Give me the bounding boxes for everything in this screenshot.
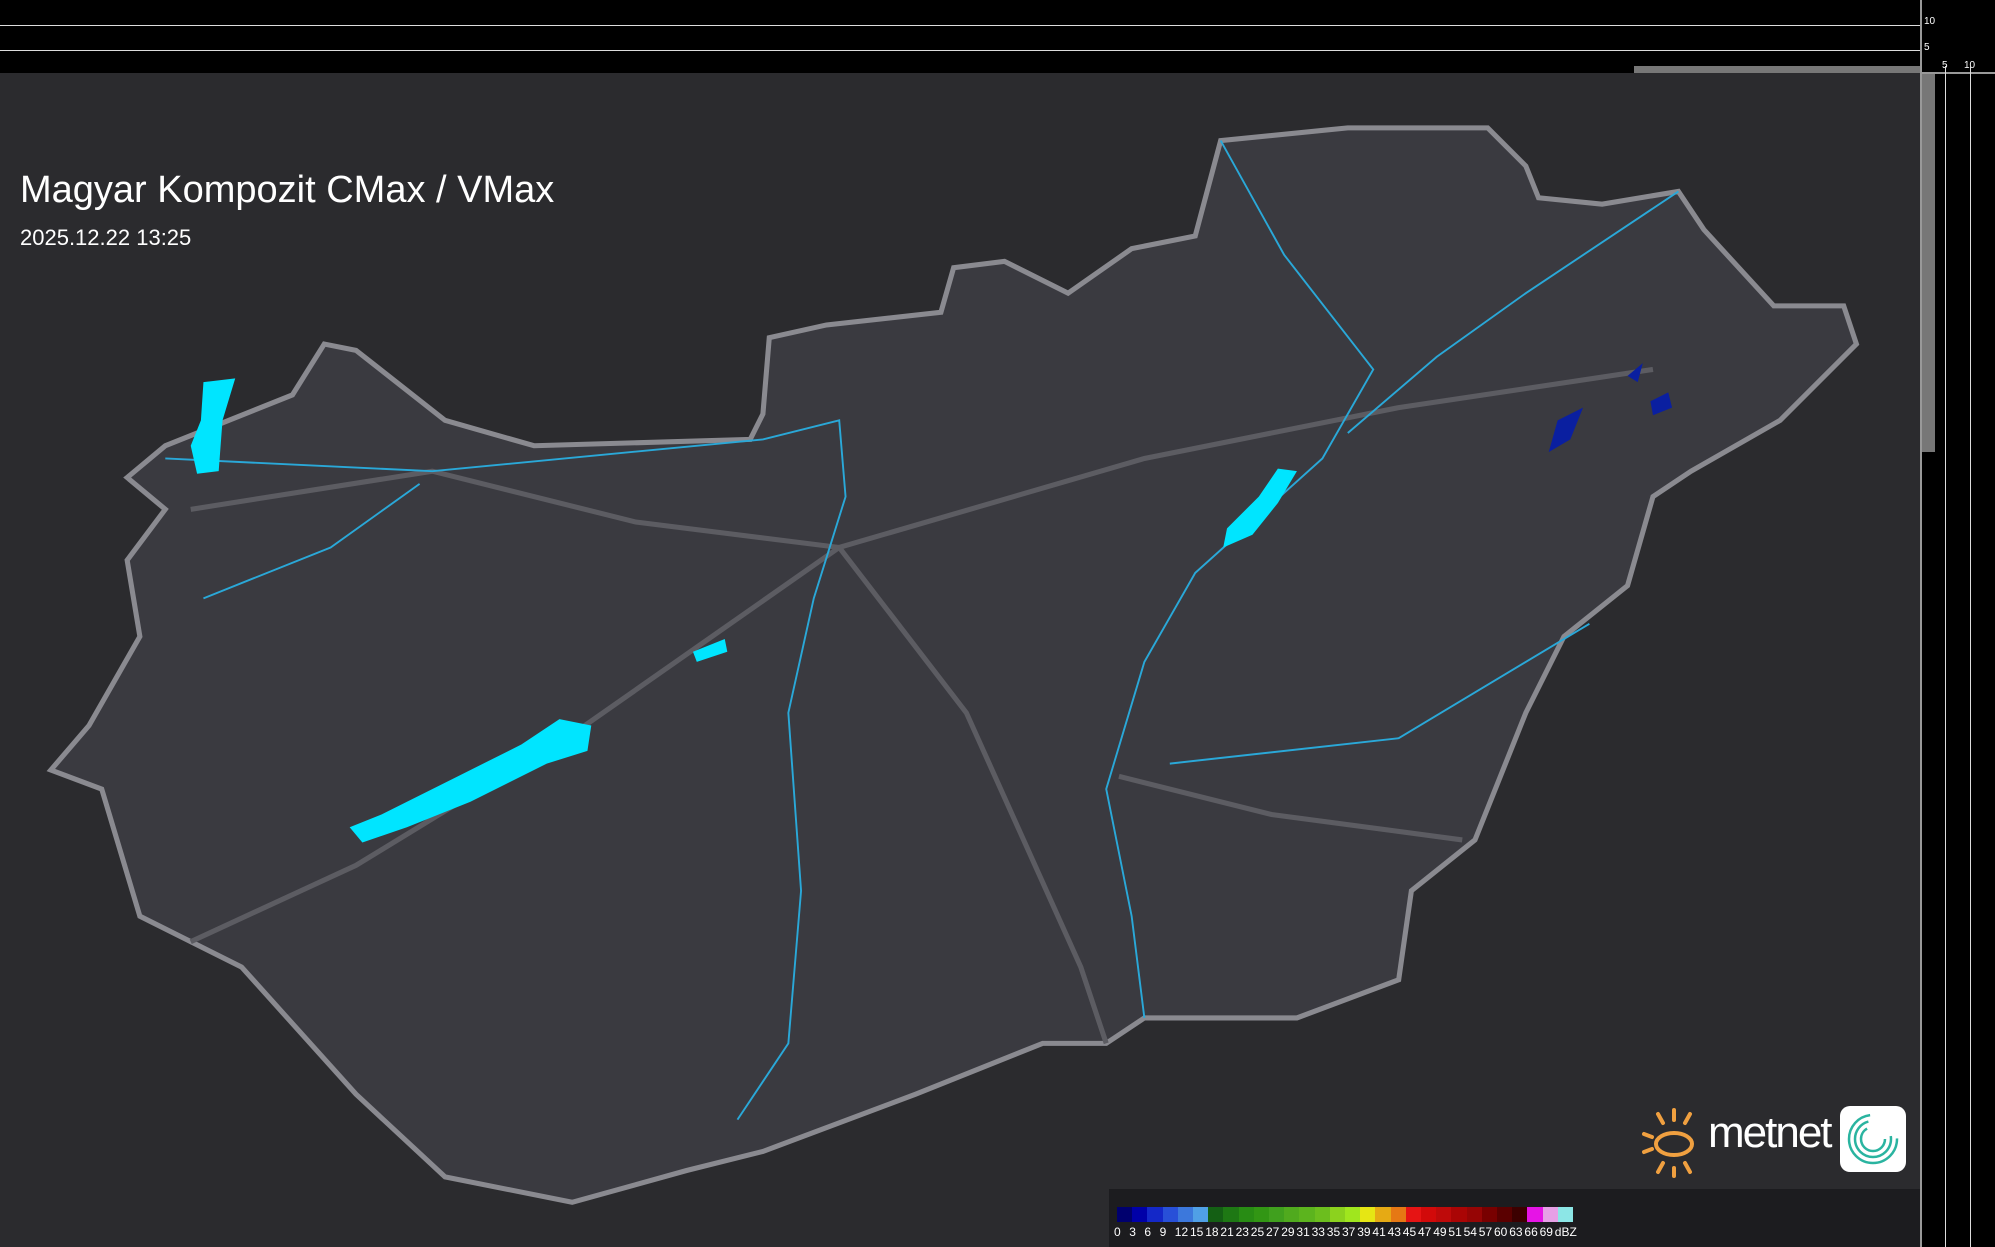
metnet-logo: metnet: [1636, 1104, 1906, 1178]
legend-color-box: [1421, 1207, 1437, 1222]
legend-color-box: [1238, 1207, 1254, 1222]
legend-label: 18: [1205, 1225, 1219, 1239]
legend-label: 31: [1296, 1225, 1310, 1239]
legend-color-box: [1360, 1207, 1376, 1222]
lake-tisza: [1223, 468, 1297, 548]
profile-bar: [1634, 66, 1920, 73]
legend-color-box: [1405, 1207, 1421, 1222]
legend-label: 63: [1509, 1225, 1523, 1239]
divider: [1920, 0, 1922, 1247]
tick-label: 5: [1942, 60, 1948, 71]
legend-label: 54: [1463, 1225, 1477, 1239]
profile-bar: [1922, 74, 1935, 452]
legend-color-box: [1299, 1207, 1315, 1222]
legend-color-box: [1208, 1207, 1224, 1222]
legend-color-box: [1253, 1207, 1269, 1222]
legend-color-box: [1223, 1207, 1239, 1222]
tick-label: 10: [1924, 16, 1936, 27]
map-title: Magyar Kompozit CMax / VMax: [20, 169, 555, 211]
legend-label: 47: [1418, 1225, 1432, 1239]
legend-unit: dBZ: [1554, 1225, 1577, 1239]
legend-label: 41: [1372, 1225, 1386, 1239]
gridline-5: [0, 50, 1920, 51]
legend-label: 49: [1433, 1225, 1447, 1239]
divider: [1920, 72, 1995, 74]
legend-color-box: [1193, 1207, 1209, 1222]
legend-color-box: [1436, 1207, 1452, 1222]
gridline-10: [1970, 66, 1971, 1247]
legend-label: 39: [1357, 1225, 1371, 1239]
radar-map[interactable]: Magyar Kompozit CMax / VMax 2025.12.22 1…: [0, 73, 1920, 1247]
legend-label: 43: [1387, 1225, 1401, 1239]
legend-label: 15: [1190, 1225, 1204, 1239]
legend-color-box: [1375, 1207, 1391, 1222]
legend-label: 37: [1342, 1225, 1356, 1239]
lakes: [190, 378, 1297, 843]
legend-color-box: [1527, 1207, 1543, 1222]
lake-velence: [692, 639, 728, 662]
legend-color-box: [1177, 1207, 1193, 1222]
legend-label: 60: [1494, 1225, 1508, 1239]
sun-icon: [1642, 1108, 1694, 1178]
timestamp: 2025.12.22 13:25: [20, 225, 192, 250]
legend-color-box: [1329, 1207, 1345, 1222]
legend-label: 9: [1159, 1225, 1167, 1239]
legend-label: 23: [1235, 1225, 1249, 1239]
legend-label: 33: [1311, 1225, 1325, 1239]
lake-ferto: [190, 378, 236, 474]
legend-label: 69: [1539, 1225, 1553, 1239]
tick-label: 5: [1924, 42, 1930, 53]
legend-label: 3: [1129, 1225, 1136, 1239]
legend-color-box: [1497, 1207, 1513, 1222]
legend-color-box: [1466, 1207, 1482, 1222]
legend-color-box: [1314, 1207, 1330, 1222]
legend-label: 66: [1524, 1225, 1538, 1239]
hungary-map: [46, 125, 1860, 1205]
legend-label: 12: [1174, 1225, 1189, 1239]
legend-label: 21: [1220, 1225, 1234, 1239]
gridline-10: [0, 25, 1920, 26]
gridline-5: [1945, 66, 1946, 1247]
legend-color-box: [1542, 1207, 1558, 1222]
legend-color-box: [1117, 1207, 1133, 1222]
country-outline: [46, 125, 1860, 1205]
dbz-legend: 0 3 6 9 12 15 18 21 23 25 27 29 31 33 35 37 39 41 43 45 47 49…: [1109, 1189, 1920, 1247]
legend-label: 27: [1266, 1225, 1280, 1239]
legend-label: 0: [1114, 1225, 1121, 1239]
legend-label: 29: [1281, 1225, 1295, 1239]
legend-label: 35: [1326, 1225, 1341, 1239]
vertical-profile-strip: 10 5 5 10: [0, 0, 1995, 73]
legend-color-box: [1269, 1207, 1285, 1222]
legend-label: 51: [1448, 1225, 1462, 1239]
tick-label: 10: [1964, 60, 1975, 71]
roads: [189, 366, 1654, 1045]
lake-balaton: [349, 719, 592, 843]
rivers: [165, 140, 1679, 1121]
legend-color-box: [1147, 1207, 1163, 1222]
brand-name: metnet: [1708, 1108, 1833, 1157]
legend-color-box: [1132, 1207, 1148, 1222]
legend-color-box: [1284, 1207, 1300, 1222]
legend-color-box: [1451, 1207, 1467, 1222]
legend-label: 45: [1402, 1225, 1417, 1239]
legend-color-box: [1512, 1207, 1528, 1222]
legend-color-box: [1557, 1207, 1573, 1222]
legend-label: 6: [1144, 1225, 1152, 1239]
legend-color-box: [1345, 1207, 1361, 1222]
radar-echoes: [1548, 363, 1673, 453]
legend-color-box: [1390, 1207, 1406, 1222]
legend-color-box: [1481, 1207, 1497, 1222]
legend-label: 57: [1478, 1225, 1493, 1239]
legend-label: 25: [1250, 1225, 1265, 1239]
swirl-icon: [1840, 1106, 1906, 1172]
legend-color-box: [1162, 1207, 1178, 1222]
